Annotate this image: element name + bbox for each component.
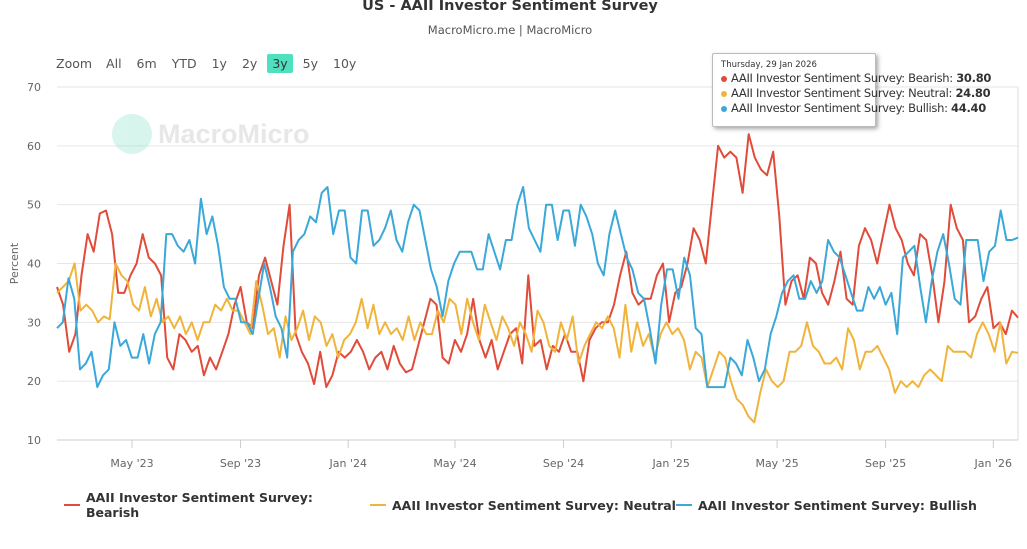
y-tick-label: 30 bbox=[27, 316, 41, 329]
tooltip-row-bearish: AAII Investor Sentiment Survey: Bearish:… bbox=[721, 71, 991, 86]
x-tick-label: May '23 bbox=[110, 457, 153, 470]
tooltip-label: AAII Investor Sentiment Survey: Neutral: bbox=[731, 86, 956, 100]
legend-item-neutral[interactable]: AAII Investor Sentiment Survey: Neutral bbox=[370, 490, 676, 520]
legend: AAII Investor Sentiment Survey: Bearish … bbox=[64, 490, 977, 520]
zoom-all-button[interactable]: All bbox=[106, 56, 122, 71]
legend-item-bullish[interactable]: AAII Investor Sentiment Survey: Bullish bbox=[676, 490, 977, 520]
bullish-dot-icon bbox=[721, 105, 727, 112]
zoom-label: Zoom bbox=[56, 56, 93, 71]
legend-label: AAII Investor Sentiment Survey: Bearish bbox=[85, 490, 313, 520]
chart-subtitle: MacroMicro.me | MacroMicro bbox=[427, 23, 593, 37]
y-tick-label: 60 bbox=[27, 140, 41, 153]
y-tick-label: 50 bbox=[27, 199, 41, 212]
x-tick-label: May '24 bbox=[433, 457, 476, 470]
series-line-bearish bbox=[56, 133, 1019, 389]
macromicro-watermark: MacroMicro bbox=[112, 114, 310, 154]
tooltip-value: 30.80 bbox=[956, 71, 992, 85]
tooltip-label: AAII Investor Sentiment Survey: Bearish: bbox=[731, 71, 957, 85]
x-tick-label: Sep '24 bbox=[543, 457, 584, 470]
tooltip-row-neutral: AAII Investor Sentiment Survey: Neutral:… bbox=[721, 86, 991, 101]
chart-title: US - AAII Investor Sentiment Survey bbox=[362, 0, 658, 14]
neutral-line-icon bbox=[370, 504, 386, 506]
zoom-2y-button[interactable]: 2y bbox=[241, 56, 258, 71]
watermark-text: MacroMicro bbox=[158, 118, 310, 149]
y-axis-title: Percent bbox=[8, 242, 21, 284]
x-tick-label: Sep '23 bbox=[220, 457, 261, 470]
zoom-1y-button[interactable]: 1y bbox=[211, 56, 227, 71]
tooltip-row-bullish: AAII Investor Sentiment Survey: Bullish:… bbox=[721, 101, 986, 116]
neutral-dot-icon bbox=[721, 90, 727, 97]
y-tick-label: 40 bbox=[27, 258, 41, 271]
y-tick-label: 20 bbox=[27, 375, 41, 388]
y-tick-label: 70 bbox=[27, 81, 41, 94]
x-tick-label: Jan '24 bbox=[328, 457, 366, 470]
zoom-ytd-button[interactable]: YTD bbox=[171, 56, 197, 71]
zoom-10y-button[interactable]: 10y bbox=[333, 56, 357, 71]
series-line-bullish bbox=[56, 186, 1019, 389]
macromicro-logo-icon bbox=[112, 114, 152, 154]
legend-label: AAII Investor Sentiment Survey: Neutral bbox=[392, 497, 676, 513]
zoom-3y-button[interactable]: 3y bbox=[267, 54, 293, 73]
tooltip-value: 24.80 bbox=[955, 86, 991, 100]
bearish-line-icon bbox=[64, 504, 80, 506]
tooltip-date: Thursday, 29 Jan 2026 bbox=[721, 60, 817, 70]
x-tick-label: Jan '26 bbox=[974, 457, 1012, 470]
legend-label: AAII Investor Sentiment Survey: Bullish bbox=[698, 497, 977, 513]
y-tick-label: 10 bbox=[27, 434, 41, 447]
range-selector: Zoom All 6m YTD 1y 2y 3y 5y 10y bbox=[56, 54, 366, 73]
x-tick-label: Sep '25 bbox=[865, 457, 906, 470]
zoom-6m-button[interactable]: 6m bbox=[136, 56, 157, 71]
bearish-dot-icon bbox=[721, 75, 727, 82]
series-line-neutral bbox=[56, 262, 1019, 424]
tooltip-label: AAII Investor Sentiment Survey: Bullish: bbox=[731, 101, 952, 115]
x-tick-label: May '25 bbox=[755, 457, 798, 470]
bullish-line-icon bbox=[676, 504, 692, 506]
legend-item-bearish[interactable]: AAII Investor Sentiment Survey: Bearish bbox=[64, 490, 370, 520]
tooltip-value: 44.40 bbox=[951, 101, 986, 115]
zoom-5y-button[interactable]: 5y bbox=[302, 56, 319, 71]
x-tick-label: Jan '25 bbox=[651, 457, 689, 470]
tooltip: Thursday, 29 Jan 2026 AAII Investor Sent… bbox=[712, 53, 991, 127]
